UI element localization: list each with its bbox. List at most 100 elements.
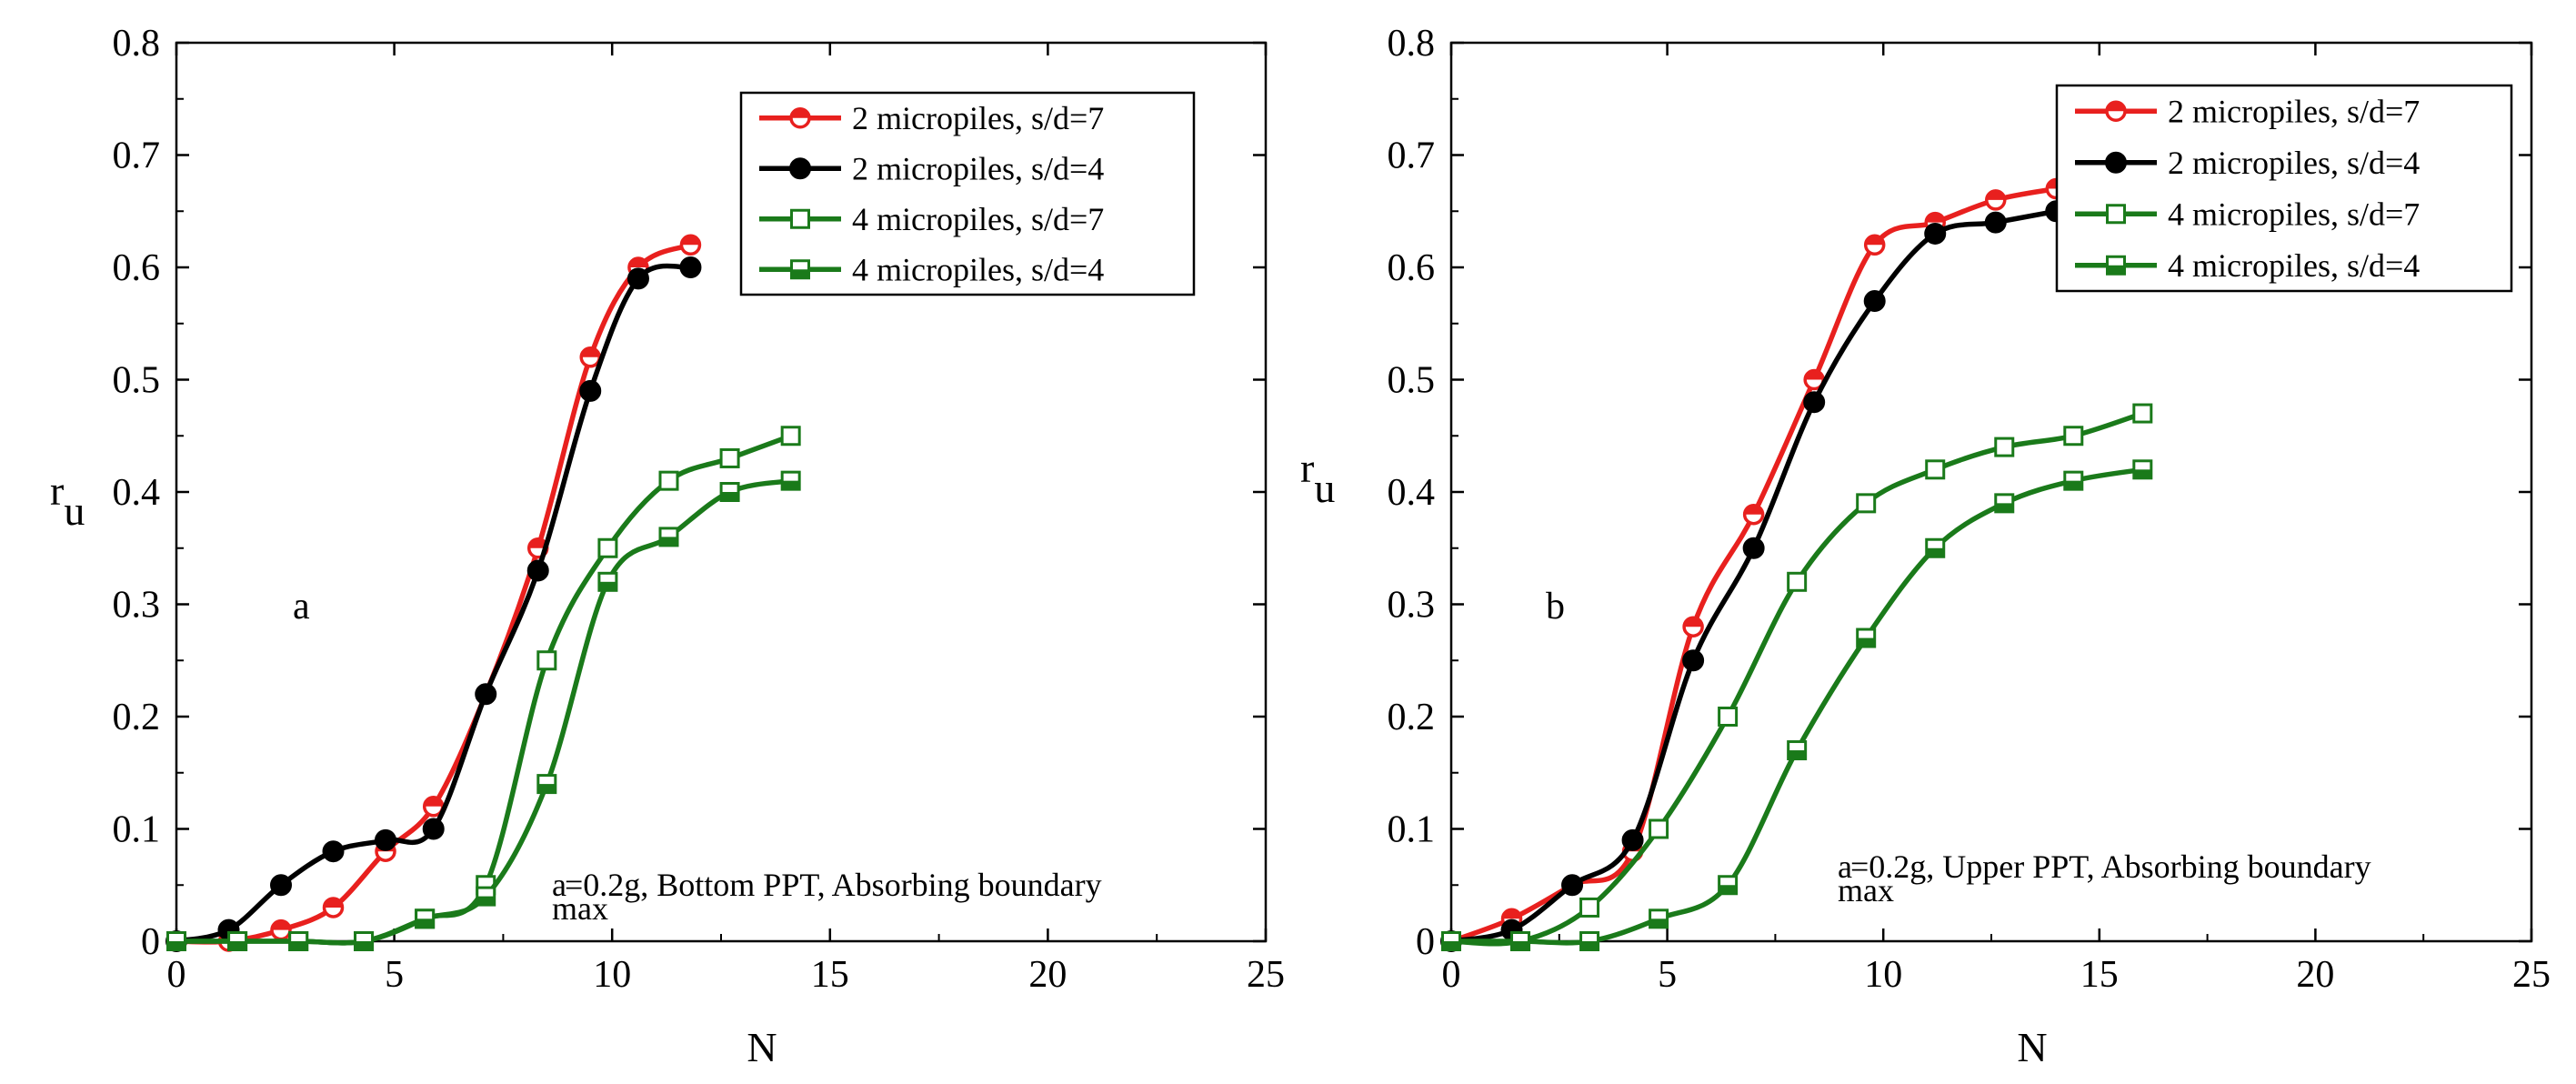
annotation-rest: =0.2g, Upper PPT, Absorbing boundary	[1850, 848, 2371, 885]
y-tick-label: 0.7	[1388, 136, 1436, 177]
data-point	[1579, 897, 1600, 918]
panel-letter: b	[1546, 586, 1565, 627]
data-point-fill	[228, 941, 246, 950]
data-point-fill	[581, 347, 600, 357]
data-point	[375, 828, 397, 851]
y-tick-label: 0.4	[1388, 472, 1436, 514]
data-point	[1742, 537, 1765, 559]
data-point	[1561, 874, 1584, 897]
data-point	[579, 379, 602, 402]
x-axis-label: N	[2017, 1024, 2047, 1070]
data-point-fill	[1649, 918, 1668, 928]
series-line	[174, 263, 694, 944]
y-tick-label: 0.5	[113, 360, 161, 402]
chart-panel-a: 0 5 10 15 20 25 0 0.1 0.2 0.3 0.4 0.5 0.6 0.7 0.8 Nru a 2…	[50, 23, 1285, 1070]
data-point-fill	[1926, 547, 1944, 557]
series-2-micropiles-s-d-7	[165, 234, 702, 952]
y-tick-label: 0	[1416, 921, 1435, 963]
data-point	[658, 470, 679, 491]
data-point	[1649, 818, 1669, 839]
x-tick-label: 15	[2080, 954, 2119, 996]
legend-marker-fill	[791, 108, 809, 118]
data-point	[475, 683, 497, 706]
y-tick-label: 0.1	[113, 809, 161, 851]
data-point	[1621, 828, 1644, 851]
series-4-micropiles-s-d-4	[166, 470, 801, 951]
annotation-sub: max	[1838, 872, 1894, 908]
y-tick-label: 0	[141, 921, 160, 963]
legend-item: 4 micropiles, s/d=4	[2075, 247, 2420, 284]
y-tick-label: 0.8	[113, 23, 161, 65]
x-tick-label: 0	[167, 954, 186, 996]
legend-marker-fill	[791, 269, 809, 278]
data-point-fill	[1805, 370, 1824, 380]
legend-label: 4 micropiles, s/d=7	[852, 201, 1104, 237]
legend-label: 2 micropiles, s/d=7	[852, 100, 1104, 136]
x-tick-label: 20	[2296, 954, 2334, 996]
legend-label: 4 micropiles, s/d=4	[2168, 247, 2420, 284]
series-4-micropiles-s-d-4	[1441, 459, 2153, 951]
y-tick-label: 0.5	[1388, 360, 1436, 402]
data-point-fill	[721, 492, 739, 501]
data-point-fill	[1502, 909, 1521, 919]
data-point-fill	[1511, 941, 1529, 950]
data-point-fill	[528, 538, 547, 548]
legend-label: 2 micropiles, s/d=4	[2168, 145, 2420, 181]
data-point-fill	[1442, 941, 1460, 950]
legend-item: 4 micropiles, s/d=7	[759, 201, 1104, 237]
legend: 2 micropiles, s/d=7 2 micropiles, s/d=4 4 …	[2055, 84, 2513, 293]
annotation-rest: =0.2g, Bottom PPT, Absorbing boundary	[565, 867, 1102, 903]
y-axis-label: ru	[1300, 445, 1335, 511]
data-point	[1984, 211, 2007, 234]
x-tick-label: 10	[593, 954, 631, 996]
data-point-fill	[416, 918, 434, 928]
data-point-fill	[1865, 236, 1884, 246]
y-tick-label: 0.7	[113, 136, 161, 177]
data-point-fill	[289, 941, 307, 950]
legend-label: 2 micropiles, s/d=7	[2168, 93, 2420, 129]
legend-item: 4 micropiles, s/d=7	[2075, 196, 2420, 232]
legend-label: 4 micropiles, s/d=7	[2168, 196, 2420, 232]
x-tick-label: 25	[1247, 954, 1285, 996]
legend: 2 micropiles, s/d=7 2 micropiles, s/d=4 4 …	[739, 91, 1196, 296]
data-point-fill	[1719, 885, 1737, 894]
data-point-fill	[659, 537, 677, 546]
data-point-fill	[681, 236, 700, 246]
x-axis-label: N	[747, 1024, 777, 1070]
data-point	[2063, 426, 2084, 447]
x-tick-label: 20	[1028, 954, 1067, 996]
data-point-fill	[355, 941, 373, 950]
data-point	[536, 650, 557, 671]
data-point-fill	[1788, 750, 1806, 759]
data-point	[719, 447, 740, 468]
legend-marker	[2105, 151, 2127, 174]
y-axis-label: ru	[50, 467, 85, 534]
legend-box	[739, 91, 1196, 296]
y-tick-label: 0.1	[1388, 809, 1436, 851]
y-tick-label: 0.2	[113, 697, 161, 738]
panel-letter: a	[293, 586, 310, 627]
data-point	[1803, 391, 1826, 414]
series-line	[1448, 186, 2060, 944]
legend-marker	[2106, 204, 2126, 225]
annotation-sub: max	[552, 890, 608, 927]
legend-label: 2 micropiles, s/d=4	[852, 150, 1104, 186]
chart-panel-b: 0 5 10 15 20 25 0 0.1 0.2 0.3 0.4 0.5 0.6 0.7 0.8 Nru b 2…	[1300, 23, 2551, 1070]
y-tick-label: 0.6	[113, 247, 161, 289]
data-point-fill	[1684, 617, 1703, 627]
data-point	[1718, 707, 1739, 727]
data-point-fill	[598, 581, 616, 591]
data-point	[1924, 222, 1947, 245]
x-tick-label: 15	[811, 954, 849, 996]
data-point	[422, 818, 445, 840]
legend-item: 2 micropiles, s/d=4	[759, 150, 1104, 186]
y-axis-label-main: r	[1300, 445, 1314, 491]
y-tick-label: 0.6	[1388, 247, 1436, 289]
x-tick-label: 5	[1658, 954, 1677, 996]
legend-marker-fill	[2107, 102, 2125, 112]
data-point-fill	[2133, 469, 2151, 478]
data-point	[2132, 403, 2153, 424]
data-point-fill	[1995, 503, 2013, 512]
data-point	[626, 267, 649, 290]
